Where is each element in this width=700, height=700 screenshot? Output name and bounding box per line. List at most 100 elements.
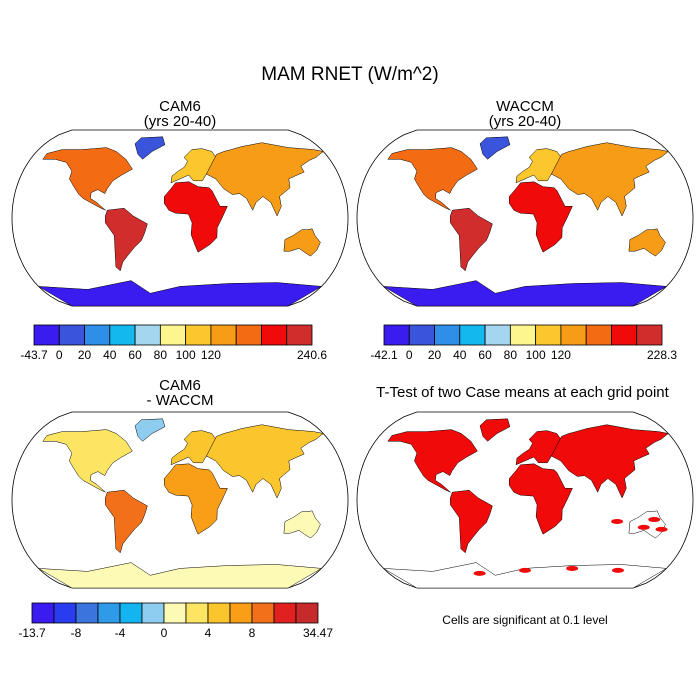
- colorbar-box: [273, 602, 297, 624]
- continent-antarctica: [38, 562, 323, 589]
- waccm-colorbar: -42.1 0 20 40 60 80 100 120 228.3: [370, 324, 677, 362]
- colorbar-box: [185, 324, 212, 346]
- colorbar-box: [210, 324, 237, 346]
- colorbar-tick-label: 8: [249, 626, 256, 640]
- continent-northAmerica: [42, 147, 133, 211]
- significant-cells: [611, 567, 624, 573]
- continent-antarctica: [38, 280, 323, 307]
- colorbar-box: [383, 324, 410, 346]
- colorbar-box: [119, 602, 143, 624]
- colorbar-box: [585, 324, 612, 346]
- cam6-title-line2: (yrs 20-40): [143, 113, 217, 130]
- colorbar-box: [185, 602, 209, 624]
- colorbar-tick-label: 4: [205, 626, 212, 640]
- continent-southAmerica: [450, 489, 493, 554]
- cam6-map: [11, 129, 349, 307]
- colorbar-box: [159, 324, 187, 346]
- colorbar-tick-label: 40: [453, 348, 467, 362]
- colorbar-tick-label: 228.3: [647, 348, 677, 362]
- colorbar-tick-label: 100: [526, 348, 546, 362]
- significant-cells: [611, 519, 624, 525]
- colorbar-tick-label: -43.7: [20, 348, 48, 362]
- colorbar-box: [560, 324, 587, 346]
- continent-greenland: [134, 418, 166, 442]
- continent-europe: [515, 148, 563, 184]
- colorbar-tick-label: 20: [78, 348, 92, 362]
- colorbar-box: [163, 602, 187, 624]
- significant-cells: [566, 565, 579, 571]
- diff-colorbar: -13.7 -8 -4 0 4 8 34.47: [18, 602, 333, 640]
- colorbar-tick-label: 80: [154, 348, 168, 362]
- diff-title-line2: - WACCM: [146, 392, 214, 409]
- colorbar-tick-label: 100: [176, 348, 196, 362]
- colorbar-box: [484, 324, 511, 346]
- continent-europe: [170, 430, 218, 466]
- continent-australia: [628, 228, 666, 257]
- colorbar-box: [235, 324, 262, 346]
- colorbar-box: [53, 602, 77, 624]
- continent-northAmerica: [387, 147, 478, 211]
- continent-asia: [551, 142, 669, 217]
- continent-antarctica: [383, 280, 668, 307]
- diff-title-line1: CAM6: [159, 377, 201, 394]
- colorbar-tick-label: 60: [128, 348, 142, 362]
- continent-northAmerica: [387, 429, 478, 493]
- cam6-colorbar: -43.7 0 20 40 60 80 100 120 240.6: [20, 324, 327, 362]
- colorbar-box: [535, 324, 562, 346]
- waccm-panel-title: WACCM (yrs 20-40): [440, 99, 610, 129]
- continent-australia: [283, 228, 321, 257]
- continent-southAmerica: [450, 207, 493, 272]
- colorbar-box: [229, 602, 253, 624]
- colorbar-tick-label: 0: [161, 626, 168, 640]
- colorbar-box: [84, 324, 111, 346]
- colorbar-box: [251, 602, 275, 624]
- colorbar-box: [97, 602, 121, 624]
- colorbar-box: [31, 602, 55, 624]
- significant-cells: [519, 567, 531, 573]
- continent-southAmerica: [105, 207, 148, 272]
- cam6-title-line1: CAM6: [159, 98, 201, 115]
- colorbar-box: [286, 324, 313, 346]
- ttest-map: [356, 411, 694, 589]
- significant-cells: [648, 517, 661, 523]
- diff-panel-title: CAM6 - WACCM: [95, 378, 265, 408]
- colorbar-box: [509, 324, 537, 346]
- continent-africa: [508, 463, 573, 535]
- colorbar-tick-label: 0: [56, 348, 63, 362]
- colorbar-box: [58, 324, 85, 346]
- colorbar-tick-label: 40: [103, 348, 117, 362]
- continent-asia: [206, 142, 324, 217]
- continent-northAmerica: [42, 429, 133, 493]
- ttest-panel-title: T-Test of two Case means at each grid po…: [376, 384, 669, 401]
- significant-cells: [473, 570, 486, 576]
- significant-cells: [637, 524, 650, 530]
- continent-greenland: [479, 418, 511, 442]
- colorbar-tick-label: 120: [551, 348, 571, 362]
- continent-europe: [170, 148, 218, 184]
- continent-asia: [206, 424, 324, 499]
- cam6-panel-title: CAM6 (yrs 20-40): [95, 99, 265, 129]
- colorbar-box: [33, 324, 60, 346]
- colorbar-tick-label: 240.6: [297, 348, 327, 362]
- figure-title: MAM RNET (W/m^2): [261, 64, 439, 85]
- continent-africa: [508, 181, 573, 253]
- colorbar-tick-label: -42.1: [370, 348, 398, 362]
- continent-europe: [515, 430, 563, 466]
- colorbar-tick-label: -13.7: [18, 626, 46, 640]
- waccm-map: [356, 129, 694, 307]
- colorbar-box: [207, 602, 231, 624]
- waccm-title-line2: (yrs 20-40): [488, 113, 562, 130]
- colorbar-box: [408, 324, 435, 346]
- colorbar-box: [295, 602, 319, 624]
- colorbar-tick-label: 60: [478, 348, 492, 362]
- colorbar-tick-label: 120: [201, 348, 221, 362]
- colorbar-box: [75, 602, 99, 624]
- colorbar-tick-label: -8: [71, 626, 82, 640]
- waccm-title-line1: WACCM: [496, 98, 554, 115]
- continent-asia: [551, 424, 669, 499]
- ttest-significance-note: Cells are significant at 0.1 level: [442, 613, 608, 627]
- significant-cells: [655, 526, 668, 532]
- continent-greenland: [134, 136, 166, 160]
- colorbar-tick-label: 34.47: [303, 626, 333, 640]
- continent-africa: [163, 181, 228, 253]
